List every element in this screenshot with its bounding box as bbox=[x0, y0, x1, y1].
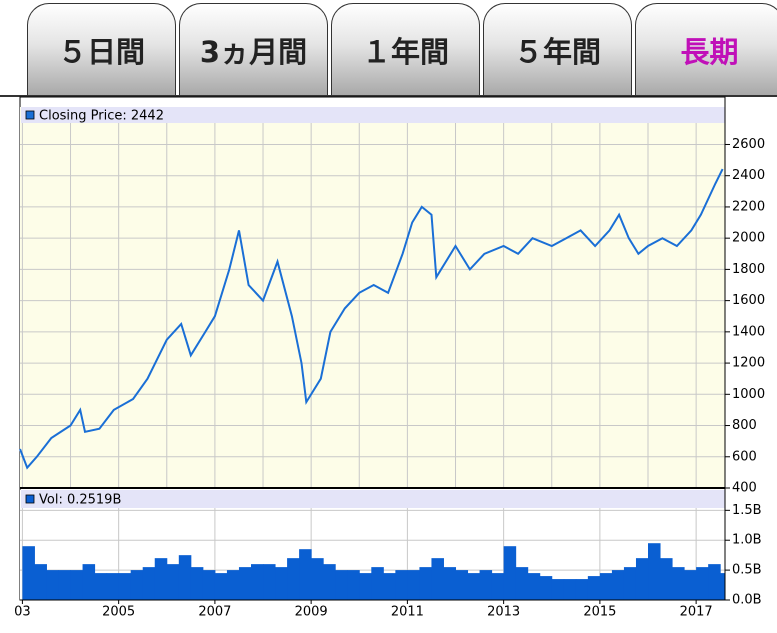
volume-bar bbox=[696, 567, 709, 600]
volume-bar bbox=[527, 573, 541, 600]
volume-bar bbox=[563, 579, 577, 600]
volume-bar bbox=[443, 567, 457, 600]
volume-bar bbox=[299, 549, 312, 600]
legend-label: Closing Price: 2442 bbox=[39, 109, 164, 124]
price-line bbox=[19, 168, 724, 470]
volume-bar bbox=[347, 570, 360, 600]
volume-bar bbox=[154, 558, 168, 600]
volume-bar bbox=[190, 567, 204, 600]
volume-bar bbox=[611, 570, 625, 600]
volume-bar bbox=[226, 570, 240, 600]
volume-bar bbox=[58, 570, 72, 600]
volume-bar bbox=[684, 570, 697, 600]
x-tick-label: 03 bbox=[14, 605, 31, 620]
volume-bar bbox=[70, 570, 84, 600]
volume-bar bbox=[202, 570, 216, 600]
volume-bar bbox=[371, 567, 384, 600]
volume-bar bbox=[623, 567, 637, 600]
x-tick-label: 2005 bbox=[102, 605, 135, 620]
y-tick-label: 0.5B bbox=[732, 563, 762, 578]
volume-bar bbox=[660, 558, 673, 600]
volume-bar bbox=[672, 567, 685, 600]
volume-bar bbox=[263, 564, 276, 600]
tab-underline bbox=[0, 95, 777, 97]
y-tick-label: 1.5B bbox=[732, 503, 762, 518]
tab[interactable]: ５日間 bbox=[27, 3, 176, 95]
volume-bar bbox=[130, 570, 144, 600]
legend-swatch bbox=[25, 494, 35, 504]
x-tick-label: 2015 bbox=[583, 605, 616, 620]
y-tick-label: 1400 bbox=[732, 324, 765, 339]
y-tick-label: 0.0B bbox=[732, 593, 762, 608]
volume-bar bbox=[82, 564, 96, 600]
legend-swatch bbox=[25, 110, 35, 120]
volume-bar bbox=[238, 567, 252, 600]
volume-bar bbox=[323, 564, 336, 600]
x-tick-label: 2011 bbox=[391, 605, 424, 620]
y-tick-label: 2000 bbox=[732, 231, 765, 246]
x-tick-label: 2007 bbox=[198, 605, 231, 620]
volume-bar bbox=[250, 564, 264, 600]
x-tick-label: 2009 bbox=[295, 605, 328, 620]
volume-bar bbox=[335, 570, 348, 600]
volume-bar bbox=[708, 564, 721, 600]
volume-bar bbox=[311, 558, 324, 600]
plot-area bbox=[20, 107, 725, 488]
y-tick-label: 1200 bbox=[732, 356, 765, 371]
legend-label: Vol: 0.2519B bbox=[39, 493, 121, 508]
volume-bar bbox=[575, 579, 589, 600]
volume-bar bbox=[491, 573, 505, 600]
volume-bar bbox=[551, 579, 565, 600]
volume-bar bbox=[635, 558, 649, 600]
legend-strip bbox=[21, 490, 725, 508]
y-tick-label: 2200 bbox=[732, 199, 765, 214]
y-tick-label: 1000 bbox=[732, 387, 765, 402]
tab[interactable]: １年間 bbox=[331, 3, 480, 95]
volume-bar bbox=[178, 555, 192, 600]
volume-bar bbox=[503, 546, 517, 600]
volume-bar bbox=[599, 573, 613, 600]
volume-bar bbox=[34, 564, 47, 600]
volume-bar bbox=[479, 570, 493, 600]
volume-bar bbox=[22, 546, 35, 600]
volume-bar bbox=[539, 576, 553, 600]
y-tick-label: 1800 bbox=[732, 262, 765, 277]
y-tick-label: 2600 bbox=[732, 137, 765, 152]
y-tick-label: 800 bbox=[732, 418, 757, 433]
volume-bar bbox=[166, 564, 180, 600]
y-tick-label: 2400 bbox=[732, 168, 765, 183]
volume-bar bbox=[214, 573, 228, 600]
volume-bar bbox=[720, 573, 725, 600]
volume-bar bbox=[431, 558, 444, 600]
volume-bar bbox=[287, 558, 300, 600]
volume-bar bbox=[359, 573, 372, 600]
volume-bar bbox=[467, 573, 481, 600]
volume-bar bbox=[395, 570, 408, 600]
volume-bar bbox=[407, 570, 420, 600]
x-tick-label: 2013 bbox=[487, 605, 520, 620]
tab[interactable]: 長期 bbox=[635, 3, 777, 95]
volume-bar bbox=[648, 543, 661, 600]
volume-bar bbox=[46, 570, 59, 600]
volume-bar bbox=[106, 573, 120, 600]
tab[interactable]: 3ヵ月間 bbox=[179, 3, 328, 95]
tab[interactable]: ５年間 bbox=[483, 3, 632, 95]
y-tick-label: 1.0B bbox=[732, 533, 762, 548]
volume-bar bbox=[275, 567, 288, 600]
y-tick-label: 1600 bbox=[732, 293, 765, 308]
y-tick-label: 600 bbox=[732, 449, 757, 464]
legend-strip bbox=[21, 107, 725, 123]
y-tick-label: 400 bbox=[732, 481, 757, 496]
volume-bar bbox=[142, 567, 156, 600]
volume-bar bbox=[515, 567, 529, 600]
volume-bar bbox=[455, 570, 469, 600]
volume-bar bbox=[419, 567, 432, 600]
x-tick-label: 2017 bbox=[680, 605, 713, 620]
volume-bar bbox=[587, 576, 601, 600]
volume-bar bbox=[383, 573, 396, 600]
volume-bar bbox=[118, 573, 132, 600]
volume-bar bbox=[94, 573, 108, 600]
